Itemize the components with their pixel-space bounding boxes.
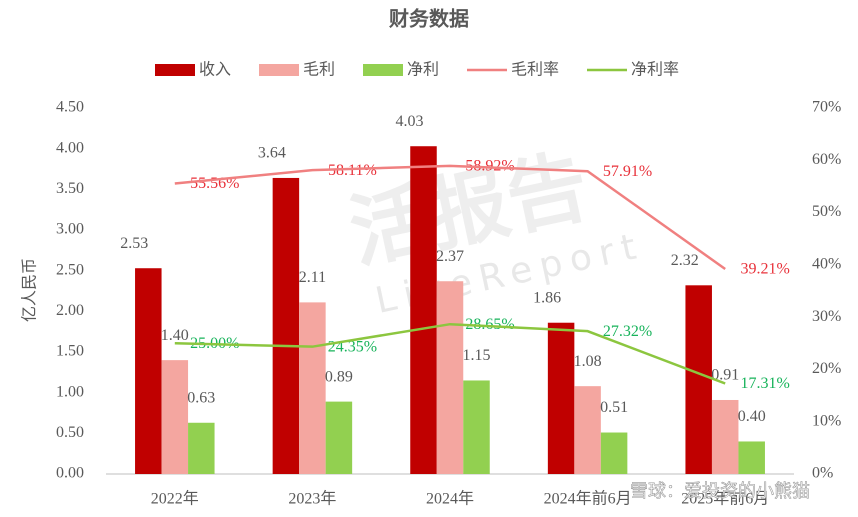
y2-tick-label: 50% — [812, 203, 841, 220]
y-tick-label: 3.50 — [56, 180, 84, 197]
chart-title: 财务数据 — [389, 7, 469, 31]
line — [174, 322, 726, 385]
value-label: 17.31% — [741, 375, 790, 392]
value-label: 2.37 — [436, 248, 464, 265]
bar — [574, 386, 601, 474]
bar — [410, 146, 437, 474]
value-label: 2.11 — [299, 269, 326, 286]
value-label: 2.32 — [671, 252, 699, 269]
legend-label: 毛利率 — [511, 60, 559, 79]
bar — [299, 302, 326, 474]
x-tick-label: 2024年 — [426, 490, 474, 508]
y2-tick-label: 70% — [812, 99, 841, 116]
value-label: 0.51 — [600, 399, 628, 416]
x-tick-label: 2022年 — [151, 490, 199, 508]
legend-label: 收入 — [199, 60, 231, 79]
legend: 收入 毛利 净利 毛利率 净利率 — [155, 60, 679, 79]
x-tick-label: 2025年前6月 — [681, 490, 769, 508]
bar — [436, 281, 464, 474]
value-label: 3.64 — [258, 145, 286, 162]
bar — [161, 360, 189, 474]
value-label: 58.11% — [328, 162, 377, 179]
y-axis-label: 亿人民币 — [20, 258, 39, 322]
y-tick-label: 2.50 — [56, 261, 84, 278]
y-tick-label: 4.50 — [56, 99, 84, 116]
bar — [325, 401, 353, 474]
x-tick-label: 2023年 — [288, 490, 336, 508]
y-tick-label: 0.50 — [56, 424, 84, 441]
watermark: 雪球：爱投资的小熊猫 — [630, 481, 810, 502]
bar — [600, 432, 628, 474]
legend-label: 净利率 — [631, 60, 679, 79]
value-label: 1.08 — [574, 353, 602, 370]
y2-tick-label: 0% — [812, 465, 833, 482]
bar — [711, 399, 739, 474]
bar — [188, 422, 215, 474]
bar — [135, 268, 162, 474]
legend-swatch — [155, 64, 195, 76]
y2-tick-label: 30% — [812, 308, 841, 325]
line — [174, 164, 726, 271]
y2-tick-label: 20% — [812, 360, 841, 377]
y-tick-label: 1.00 — [56, 383, 84, 400]
legend-swatch — [259, 64, 299, 76]
y2-tick-label: 10% — [812, 412, 841, 429]
value-label: 2.53 — [120, 235, 148, 252]
value-label: 0.91 — [711, 367, 739, 384]
x-tick-label: 2024年前6月 — [544, 490, 632, 508]
legend-swatch — [363, 64, 403, 76]
value-label: 58.92% — [465, 158, 514, 175]
value-label: 1.15 — [463, 347, 491, 364]
value-label: 0.89 — [325, 368, 353, 385]
bar — [547, 322, 575, 474]
y-tick-label: 3.00 — [56, 221, 84, 238]
value-label: 1.86 — [533, 289, 561, 306]
value-label: 0.63 — [187, 389, 215, 406]
value-label: 27.32% — [603, 323, 652, 340]
value-label: 4.03 — [396, 113, 424, 130]
legend-label: 净利 — [407, 60, 439, 79]
y-tick-label: 0.00 — [56, 465, 84, 482]
value-label: 57.91% — [603, 163, 652, 180]
y2-tick-label: 60% — [812, 151, 841, 168]
value-label: 1.40 — [161, 327, 189, 344]
bar — [738, 441, 765, 474]
y-tick-label: 2.00 — [56, 302, 84, 319]
value-label: 28.65% — [465, 316, 514, 333]
y-tick-label: 4.00 — [56, 139, 84, 156]
value-label: 39.21% — [741, 261, 790, 278]
bar — [463, 380, 490, 474]
bar — [685, 285, 712, 474]
value-label: 0.40 — [738, 408, 766, 425]
y2-tick-label: 40% — [812, 256, 841, 273]
bar — [272, 177, 300, 475]
legend-label: 毛利 — [303, 60, 335, 79]
y-tick-label: 1.50 — [56, 343, 84, 360]
